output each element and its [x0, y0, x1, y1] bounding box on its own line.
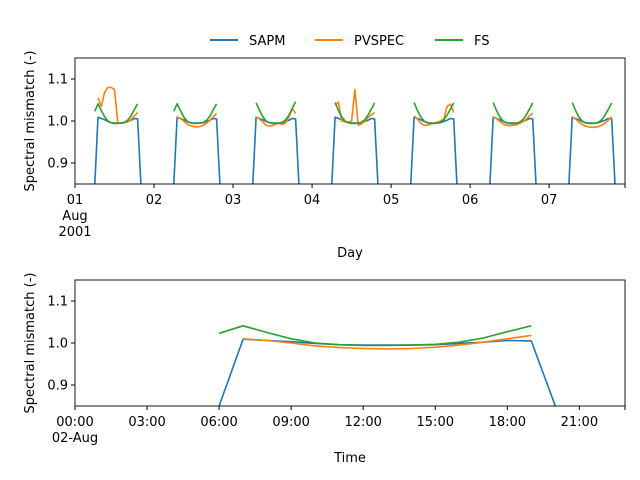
x-tick-label: 09:00	[272, 415, 309, 430]
x-tick-label: 02	[146, 193, 163, 208]
plot-area	[218, 325, 557, 407]
y-tick-label: 1.0	[47, 337, 68, 352]
series-pvspec	[243, 334, 532, 350]
series-fs	[218, 325, 532, 347]
legend-entry-pvspec: PVSPEC	[315, 34, 404, 49]
plot-area	[94, 86, 616, 185]
x-tick-label: 00:00	[56, 415, 93, 430]
x-axis-label: Day	[337, 246, 363, 261]
x-axis-label: Time	[333, 451, 366, 466]
x-tick-label: 02-Aug	[52, 431, 98, 446]
x-tick-label: 03	[225, 193, 242, 208]
series-sapm-day-4	[331, 116, 379, 185]
series-fs-day-2	[173, 103, 218, 125]
x-tick-label: 01	[67, 193, 84, 208]
x-tick-label: 12:00	[344, 415, 381, 430]
axes-frame	[74, 279, 626, 407]
x-tick-label: 07	[541, 193, 558, 208]
y-axis-label: Spectral mismatch (-)	[23, 273, 38, 414]
x-tick-label: 04	[304, 193, 321, 208]
series-pvspec-day-2	[176, 112, 218, 128]
y-tick-label: 1.0	[47, 115, 68, 130]
legend-label: PVSPEC	[354, 34, 404, 49]
series-pvspec-day-6	[492, 112, 534, 127]
legend-entry-sapm: SAPM	[210, 34, 285, 49]
legend-entry-fs: FS	[435, 34, 490, 49]
x-tick-label: 06:00	[200, 415, 237, 430]
x-tick-label: 2001	[58, 225, 91, 240]
series-pvspec-day-1	[97, 86, 139, 124]
y-tick-label: 1.1	[47, 73, 68, 88]
series-fs-day-7	[571, 102, 613, 125]
series-fs-day-3	[255, 101, 297, 125]
y-tick-label: 0.9	[47, 379, 68, 394]
legend: SAPM PVSPEC FS	[210, 34, 490, 49]
y-axis-label: Spectral mismatch (-)	[23, 51, 38, 192]
series-sapm-day-6	[489, 116, 537, 185]
series-pvspec-day-7	[571, 116, 613, 129]
legend-label: SAPM	[249, 34, 285, 49]
x-tick-label: 03:00	[128, 415, 165, 430]
x-tick-label: 21:00	[561, 415, 598, 430]
y-tick-label: 1.1	[47, 295, 68, 310]
series-fs-day-5	[413, 102, 455, 125]
series-pvspec-day-4	[334, 88, 376, 126]
series-fs-day-1	[94, 103, 139, 125]
x-tick-label: Aug	[62, 209, 87, 224]
x-tick-label: 05	[383, 193, 400, 208]
series-fs-day-4	[334, 102, 376, 125]
series-sapm-day-5	[410, 116, 458, 185]
legend-label: FS	[474, 34, 490, 49]
x-tick-label: 06	[462, 193, 479, 208]
y-tick-label: 0.9	[47, 157, 68, 172]
x-tick-label: 18:00	[489, 415, 526, 430]
series-fs-day-6	[492, 102, 534, 125]
x-tick-label: 15:00	[417, 415, 454, 430]
series-sapm-day-1	[94, 116, 142, 185]
series-sapm-day-3	[252, 116, 300, 185]
